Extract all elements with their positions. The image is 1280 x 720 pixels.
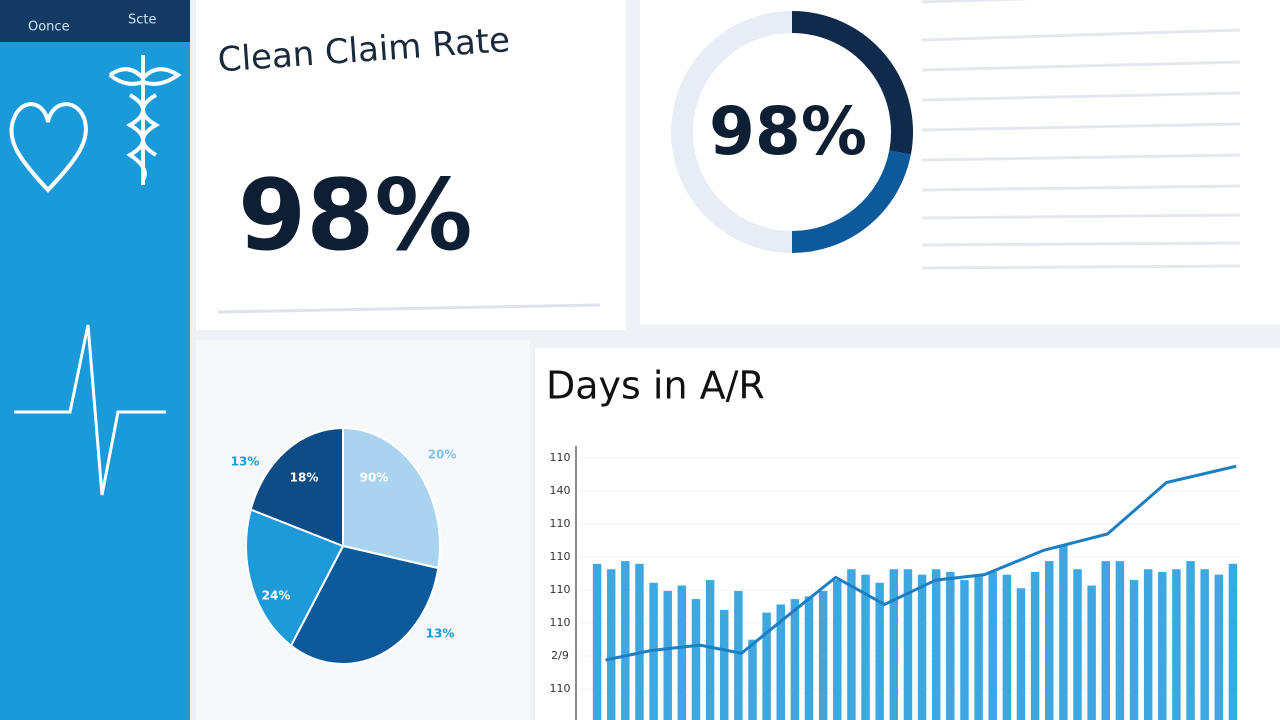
donut-value: 98% xyxy=(709,93,867,170)
sidebar xyxy=(0,0,190,720)
bar xyxy=(1214,574,1224,720)
bar xyxy=(748,639,757,720)
bar xyxy=(988,571,997,720)
placeholder-lines xyxy=(921,0,1241,270)
bar xyxy=(1101,561,1110,720)
bar xyxy=(677,585,687,720)
bar xyxy=(705,580,715,720)
bar xyxy=(1016,588,1026,720)
caduceus-icon xyxy=(108,55,182,185)
y-tick-label: 110 xyxy=(550,550,571,563)
bar-chart: 110 140 110 110 110 110 2/9 110 xyxy=(550,451,1240,720)
bar xyxy=(833,580,842,720)
bar xyxy=(1115,561,1125,720)
divider xyxy=(217,303,601,314)
bar xyxy=(946,571,955,720)
bar xyxy=(663,590,672,720)
bar xyxy=(861,574,870,720)
card xyxy=(640,0,1280,325)
bar xyxy=(1186,561,1195,720)
pie-chart: 13% 18% 90% 20% 24% 13% xyxy=(231,426,457,665)
bar xyxy=(1143,569,1153,720)
y-tick-label: 110 xyxy=(550,583,571,596)
bar xyxy=(875,582,884,720)
y-tick-label: 2/9 xyxy=(551,649,569,662)
top-bar xyxy=(0,0,190,42)
bar xyxy=(762,612,771,720)
donut-segment xyxy=(791,150,911,253)
bar xyxy=(621,561,630,720)
bar xyxy=(960,580,969,720)
bar xyxy=(635,563,644,720)
bar xyxy=(734,590,743,720)
pie-slice xyxy=(245,508,345,648)
card xyxy=(196,0,626,330)
tab[interactable]: Oonce xyxy=(28,20,70,35)
chart-title: Days in A/R xyxy=(546,364,765,408)
bar xyxy=(974,574,983,720)
pie-label: 90% xyxy=(360,471,389,485)
bar xyxy=(790,599,800,720)
donut-segment xyxy=(671,11,793,253)
pie-label: 20% xyxy=(428,448,457,462)
bar xyxy=(917,574,927,720)
bar xyxy=(1172,569,1181,720)
y-tick-label: 140 xyxy=(550,484,571,497)
kpi-value: 98% xyxy=(238,159,473,273)
pie-label: 13% xyxy=(426,627,455,641)
y-tick-label: 110 xyxy=(550,451,571,464)
y-tick-label: 110 xyxy=(550,517,571,530)
tab[interactable]: Scte xyxy=(128,13,157,28)
bar xyxy=(1045,561,1054,720)
bar xyxy=(1158,571,1167,720)
pie-slice xyxy=(249,426,344,548)
bar xyxy=(1087,585,1096,720)
donut-segment xyxy=(791,11,913,155)
bar xyxy=(903,569,913,720)
bar xyxy=(1002,574,1012,720)
bar xyxy=(592,563,602,720)
bar xyxy=(606,569,616,720)
bar xyxy=(1073,569,1082,720)
bar xyxy=(1129,580,1139,720)
pie-label: 13% xyxy=(231,455,260,469)
pie-label: 24% xyxy=(262,589,291,603)
bar xyxy=(776,604,785,720)
pulse-icon xyxy=(14,324,166,496)
bar xyxy=(1059,544,1068,720)
bar xyxy=(931,569,941,720)
bar xyxy=(1228,563,1238,720)
y-tick-label: 110 xyxy=(550,616,571,629)
y-tick-label: 110 xyxy=(550,682,571,695)
bar xyxy=(889,569,899,720)
line-series xyxy=(605,464,1237,662)
bar xyxy=(720,609,729,720)
pie-slice xyxy=(342,426,441,570)
bar xyxy=(691,599,701,720)
bar xyxy=(1200,569,1209,720)
bar xyxy=(804,596,814,720)
donut xyxy=(671,11,913,253)
bar xyxy=(847,569,856,720)
bar xyxy=(818,590,828,720)
pie-label: 18% xyxy=(290,471,319,485)
bar xyxy=(1030,571,1040,720)
heart-icon xyxy=(9,102,89,193)
